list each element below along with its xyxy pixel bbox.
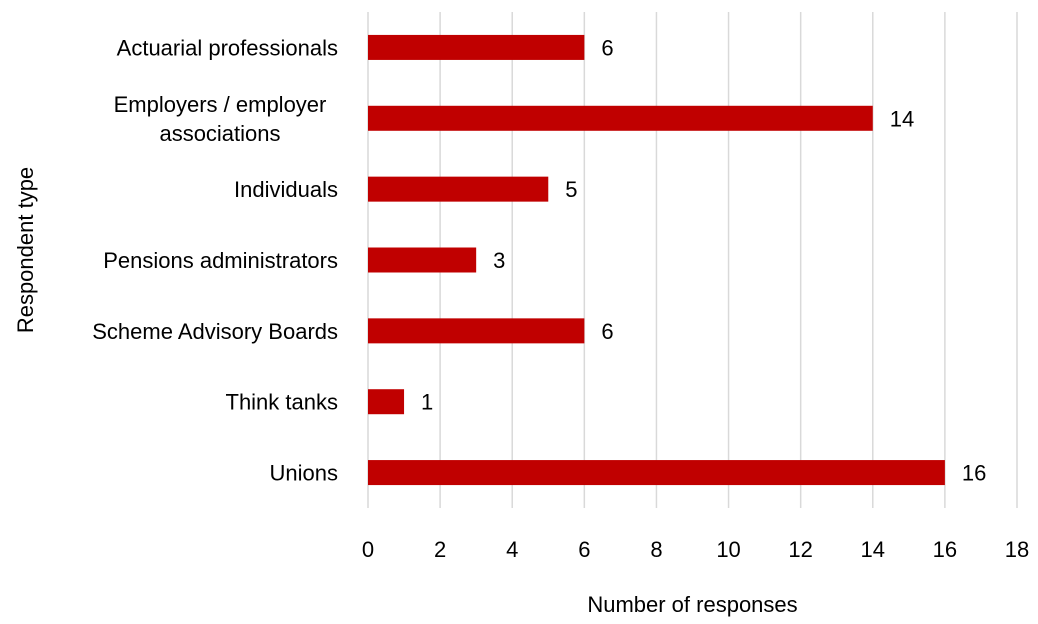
category-label: Actuarial professionals — [117, 35, 338, 60]
x-tick-label: 10 — [716, 537, 740, 562]
bars — [368, 34, 945, 486]
x-tick-label: 18 — [1005, 537, 1029, 562]
gridlines — [367, 12, 1018, 508]
x-tick-label: 2 — [434, 537, 446, 562]
bar — [368, 460, 945, 486]
data-label: 3 — [493, 248, 505, 273]
bar — [368, 389, 405, 415]
data-label: 6 — [601, 319, 613, 344]
x-tick-labels: 0 2 4 6 8 10 12 14 16 18 — [362, 537, 1029, 562]
data-labels: 6 14 5 3 6 1 16 — [421, 35, 986, 485]
bar — [368, 318, 585, 344]
bar — [368, 105, 873, 131]
x-tick-label: 14 — [861, 537, 885, 562]
x-tick-label: 8 — [650, 537, 662, 562]
bar — [368, 247, 477, 273]
data-label: 6 — [601, 35, 613, 60]
x-tick-label: 4 — [506, 537, 518, 562]
data-label: 1 — [421, 390, 433, 415]
category-label: Scheme Advisory Boards — [92, 319, 338, 344]
category-label: Unions — [270, 461, 338, 486]
data-label: 5 — [565, 177, 577, 202]
data-label: 14 — [890, 106, 914, 131]
y-axis-title: Respondent type — [13, 167, 38, 333]
x-axis-title: Number of responses — [587, 592, 797, 617]
category-label: Employers / employer associations — [114, 92, 327, 146]
bar — [368, 34, 585, 60]
category-label: Individuals — [234, 177, 338, 202]
category-label: Think tanks — [226, 390, 339, 415]
x-tick-label: 0 — [362, 537, 374, 562]
data-label: 16 — [962, 461, 986, 486]
bar — [368, 176, 549, 202]
x-tick-label: 12 — [788, 537, 812, 562]
x-tick-label: 6 — [578, 537, 590, 562]
category-labels: Actuarial professionals Employers / emplo… — [92, 35, 338, 485]
x-tick-label: 16 — [933, 537, 957, 562]
category-label: Pensions administrators — [103, 248, 338, 273]
